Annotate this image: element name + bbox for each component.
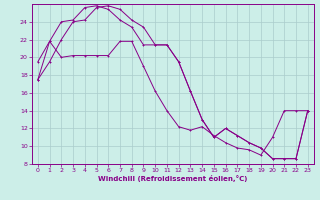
- X-axis label: Windchill (Refroidissement éolien,°C): Windchill (Refroidissement éolien,°C): [98, 175, 247, 182]
